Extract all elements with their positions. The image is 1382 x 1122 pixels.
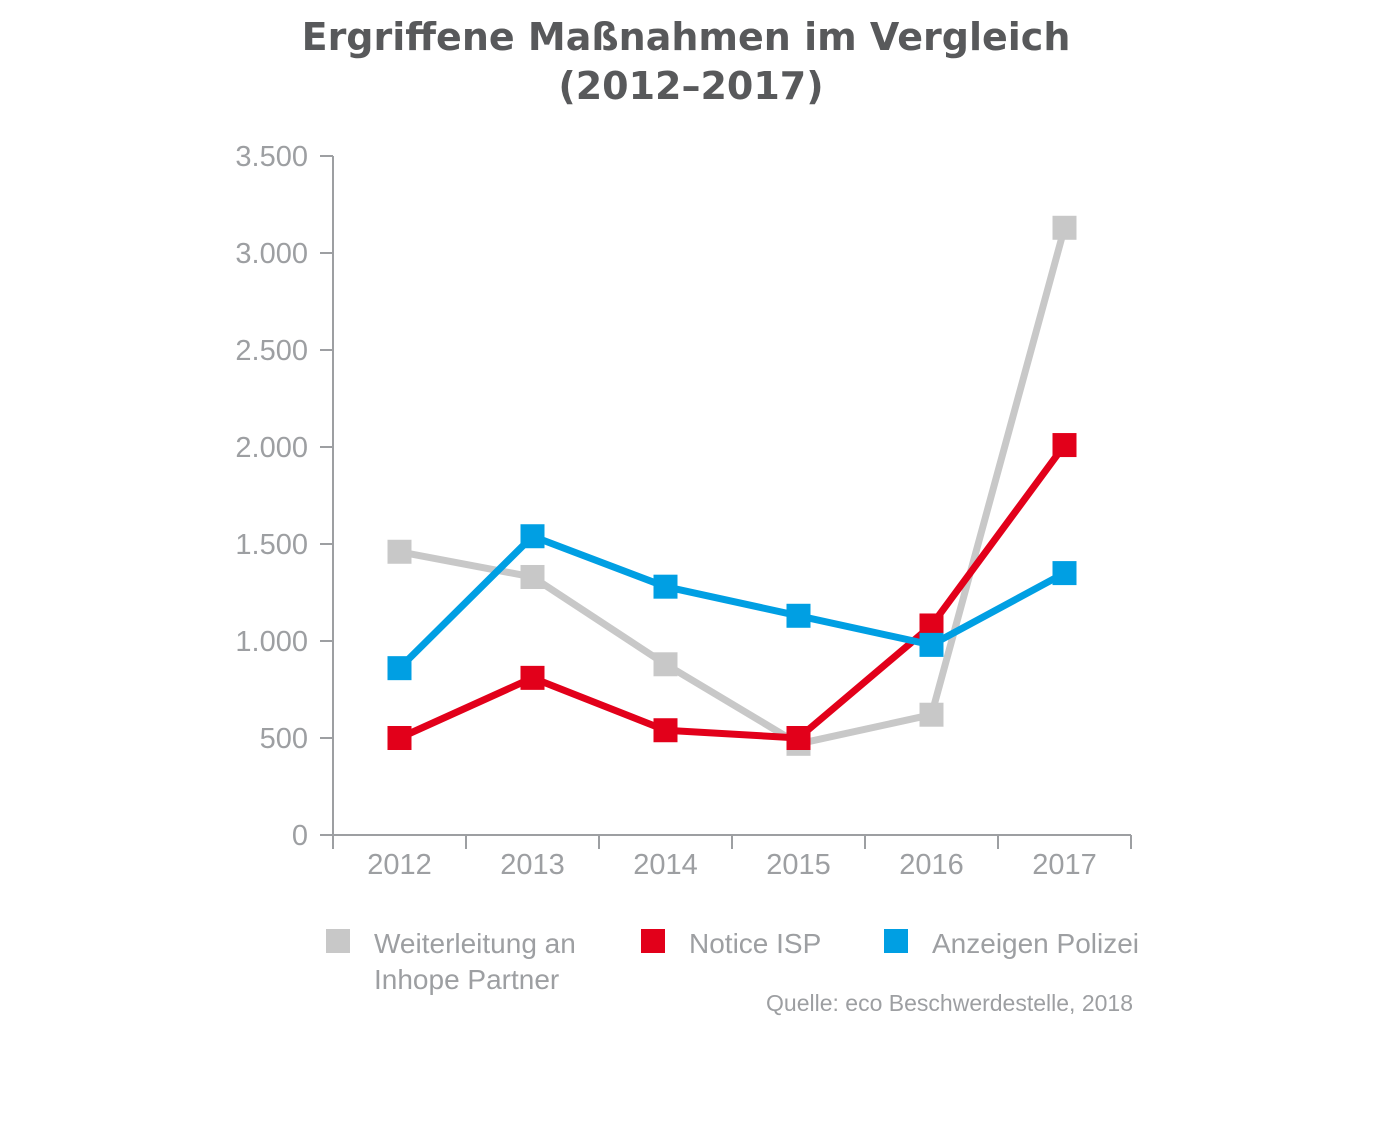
x-tick-label: 2016: [899, 849, 964, 881]
series-line: [398, 442, 1068, 742]
data-point-marker: [1052, 215, 1077, 240]
data-point-marker: [786, 603, 811, 628]
data-point-marker: [520, 665, 545, 690]
y-tick-label: 3.000: [235, 238, 308, 270]
x-tick-label: 2014: [633, 849, 698, 881]
y-tick-label: 1.500: [235, 529, 308, 561]
x-tick-label: 2013: [500, 849, 565, 881]
legend-label: Notice ISP: [689, 928, 821, 959]
y-tick-label: 2.500: [235, 335, 308, 367]
data-point-marker: [1052, 433, 1077, 458]
x-tick-label: 2017: [1032, 849, 1097, 881]
data-point-marker: [653, 718, 678, 743]
data-point-marker: [1052, 561, 1077, 586]
data-point-marker: [520, 524, 545, 549]
legend: Weiterleitung an Inhope Partner Notice ISP…: [326, 928, 1139, 995]
series-lines: [397, 226, 1068, 748]
data-point-marker: [919, 702, 944, 727]
series-markers: [387, 215, 1077, 756]
y-tick-label: 2.000: [235, 432, 308, 464]
legend-label: Anzeigen Polizei: [932, 928, 1139, 959]
y-tick-label: 500: [260, 723, 308, 755]
series-line: [397, 532, 1067, 671]
data-point-marker: [653, 574, 678, 599]
data-point-marker: [919, 632, 944, 657]
legend-swatch: [884, 929, 908, 953]
source-note: Quelle: eco Beschwerdestelle, 2018: [766, 990, 1133, 1016]
y-tick-label: 1.000: [235, 626, 308, 658]
chart-title: Ergriffene Maßnahmen im Vergleich: [302, 15, 1071, 59]
data-point-marker: [387, 726, 412, 750]
y-tick-label: 0: [292, 820, 308, 852]
data-point-marker: [653, 652, 678, 677]
data-point-marker: [786, 726, 811, 750]
data-point-marker: [387, 656, 412, 681]
data-point-marker: [520, 564, 545, 589]
legend-label: Inhope Partner: [374, 964, 559, 995]
series-line: [398, 226, 1068, 748]
data-point-marker: [387, 539, 412, 564]
x-tick-label: 2015: [766, 849, 831, 881]
legend-swatch: [641, 929, 665, 953]
y-tick-label: 3.500: [235, 141, 308, 173]
legend-swatch: [326, 929, 350, 953]
x-tick-label: 2012: [367, 849, 432, 881]
axes: 0 500 1.000 1.500 2.000 2.500 3.000 3.500 2012 20…: [235, 141, 1132, 881]
chart-subtitle: (2012–2017): [558, 64, 823, 108]
legend-label: Weiterleitung an: [374, 928, 576, 959]
